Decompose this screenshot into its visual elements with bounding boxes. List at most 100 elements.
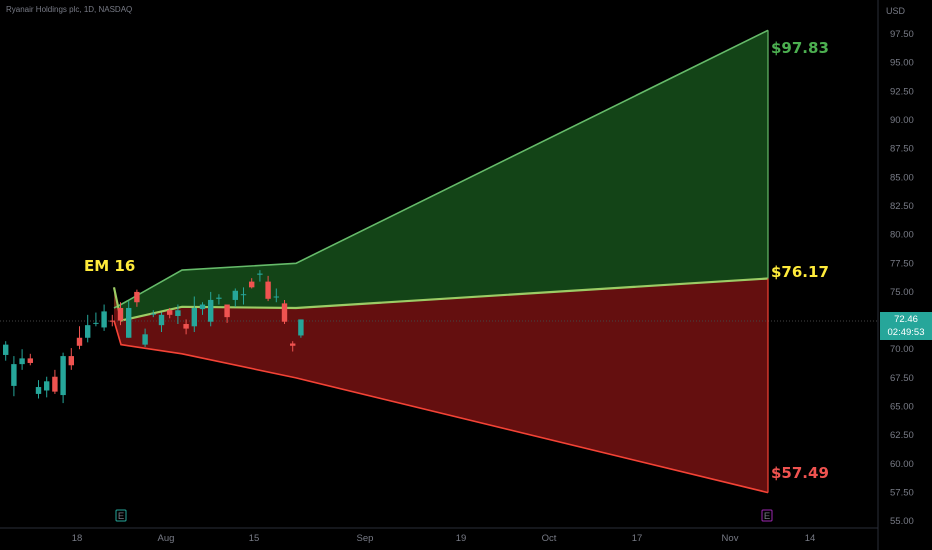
- price-tick-label: 82.50: [890, 201, 914, 212]
- time-tick-label: 18: [72, 533, 83, 544]
- candle: [257, 270, 263, 282]
- candle-body: [249, 281, 255, 288]
- candle-body: [298, 319, 304, 336]
- candle-body: [199, 304, 206, 310]
- candle-body: [109, 320, 115, 322]
- candle-body: [85, 325, 91, 338]
- candle-body: [3, 344, 9, 355]
- candle: [126, 301, 132, 338]
- expected-move-upper-zone: [114, 30, 768, 321]
- symbol-title: Ryanair Holdings plc, 1D, NASDAQ: [6, 5, 133, 14]
- price-tick-label: 57.50: [890, 487, 914, 498]
- candle-body: [101, 311, 107, 328]
- candle-body: [167, 310, 173, 315]
- candle-body: [93, 322, 99, 324]
- candle-body: [265, 281, 271, 299]
- price-tick-label: 92.50: [890, 86, 914, 97]
- candle: [183, 319, 189, 335]
- candle-body: [216, 297, 222, 299]
- lower-target-label: $57.49: [771, 464, 829, 482]
- candle: [117, 302, 124, 326]
- price-tick-label: 67.50: [890, 373, 914, 384]
- earnings-marker-icon[interactable]: E: [115, 509, 127, 522]
- price-axis[interactable]: 97.50 95.00 92.50 90.00 87.50 85.00 82.50 80.00…: [890, 29, 914, 527]
- candle-body: [134, 291, 140, 303]
- price-tick-label: 75.00: [890, 287, 914, 298]
- candle: [290, 341, 296, 352]
- candle: [85, 314, 91, 343]
- candle: [224, 304, 230, 323]
- candle: [175, 304, 181, 325]
- price-tick-label: 55.00: [890, 516, 914, 527]
- price-tick-label: 80.00: [890, 230, 914, 241]
- time-tick-label: Oct: [542, 533, 557, 544]
- candle-body: [240, 294, 247, 296]
- candle: [265, 275, 271, 302]
- time-tick-label: Aug: [158, 533, 175, 544]
- candle-body: [60, 356, 66, 396]
- candle: [68, 348, 74, 370]
- candle-body: [290, 343, 296, 346]
- candle: [232, 288, 238, 307]
- candle-body: [208, 299, 214, 322]
- candle: [167, 307, 173, 319]
- price-tick-label: 97.50: [890, 29, 914, 40]
- candle: [35, 380, 42, 399]
- candle: [134, 289, 140, 307]
- price-tick-label: 87.50: [890, 144, 914, 155]
- price-tick-label: 85.00: [890, 172, 914, 183]
- candle-body: [183, 324, 189, 329]
- price-tick-label: 77.50: [890, 258, 914, 269]
- candle: [150, 310, 156, 318]
- candle: [240, 287, 247, 305]
- candle-body: [191, 307, 197, 327]
- time-tick-label: Sep: [357, 533, 374, 544]
- price-tick-label: 65.00: [890, 402, 914, 413]
- candle-body: [117, 307, 124, 321]
- candle-body: [232, 290, 238, 300]
- em-label: EM 16: [84, 257, 135, 275]
- candle-body: [19, 358, 25, 365]
- candle: [273, 288, 279, 303]
- candle-body: [76, 337, 83, 346]
- candle-body: [224, 304, 230, 318]
- candle-body: [175, 310, 181, 316]
- candle: [216, 294, 222, 305]
- candle: [27, 353, 33, 366]
- time-axis[interactable]: 18 Aug 15 Sep 19 Oct 17 Nov 14: [72, 533, 816, 544]
- candle: [76, 326, 83, 350]
- candle: [11, 356, 17, 397]
- earnings-marker-icon[interactable]: E: [761, 509, 773, 522]
- time-tick-label: 15: [249, 533, 260, 544]
- candle: [158, 312, 165, 333]
- time-tick-label: 17: [632, 533, 643, 544]
- last-price-tag: 72.46 02:49:53: [880, 312, 932, 340]
- price-tick-label: 62.50: [890, 430, 914, 441]
- candle-body: [126, 307, 132, 338]
- candle-body: [273, 296, 279, 298]
- candle-body: [27, 358, 33, 363]
- candle-body: [150, 313, 156, 315]
- candle: [249, 278, 255, 289]
- bar-countdown: 02:49:53: [887, 327, 925, 338]
- time-tick-label: 19: [456, 533, 467, 544]
- candle-body: [68, 356, 74, 366]
- price-tick-label: 95.00: [890, 58, 914, 69]
- candle: [199, 302, 206, 315]
- candle: [93, 312, 99, 327]
- candle-body: [35, 387, 42, 394]
- currency-label: USD: [886, 6, 906, 16]
- upper-target-label: $97.83: [771, 39, 829, 57]
- expected-move-lower-zone: [114, 278, 768, 493]
- candle-body: [158, 314, 165, 326]
- candle: [191, 296, 197, 333]
- candle-body: [11, 364, 17, 386]
- candle-body: [142, 334, 148, 345]
- last-price-value: 72.46: [894, 314, 918, 325]
- candle: [298, 319, 304, 338]
- earnings-marker-letter: E: [118, 511, 124, 522]
- candle: [142, 328, 148, 347]
- candle-body: [52, 376, 58, 392]
- price-tick-label: 70.00: [890, 344, 914, 355]
